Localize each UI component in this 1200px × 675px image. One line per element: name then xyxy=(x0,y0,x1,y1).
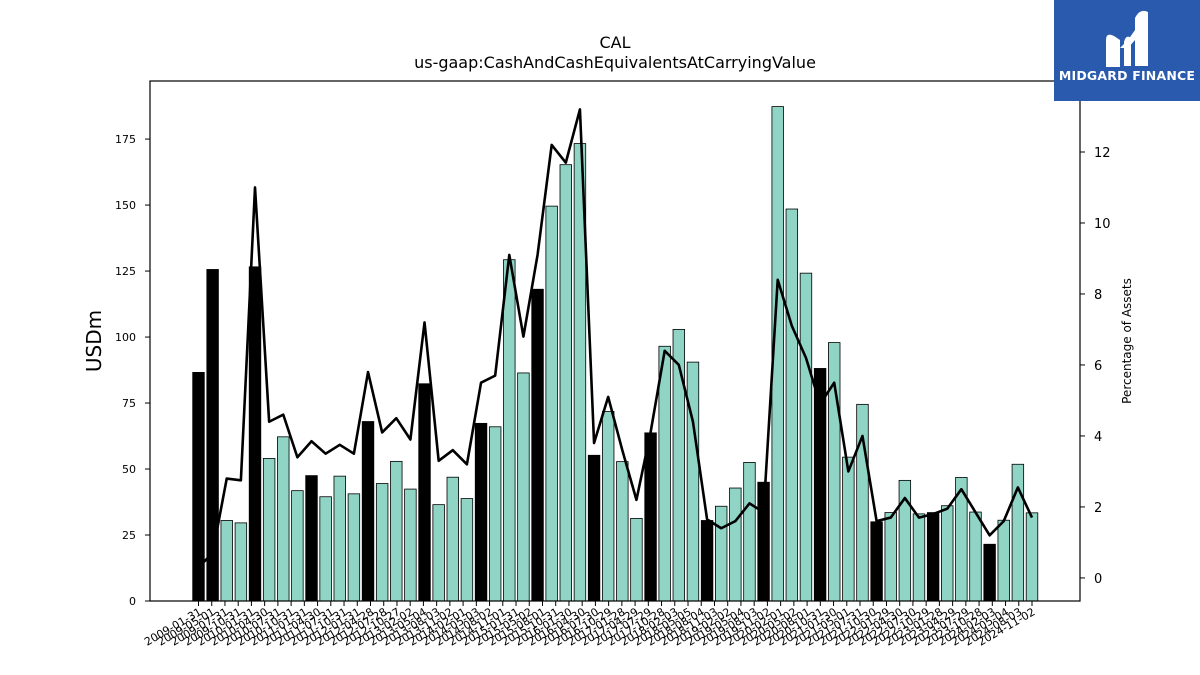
y-tick-label: 50 xyxy=(122,463,136,476)
bar xyxy=(446,476,459,602)
bar xyxy=(941,505,954,602)
bar xyxy=(333,475,346,602)
bar xyxy=(686,361,700,602)
midgard-finance-logo: MIDGARD FINANCE xyxy=(1054,0,1200,101)
y2-tick-label: 8 xyxy=(1094,288,1102,303)
bar-highlighted xyxy=(361,421,375,602)
bar xyxy=(785,208,799,602)
bar xyxy=(912,513,926,602)
bar xyxy=(234,522,248,602)
bar xyxy=(319,496,332,602)
y2-tick-label: 0 xyxy=(1094,572,1102,587)
bar xyxy=(277,436,290,602)
y-tick-label: 0 xyxy=(129,595,136,608)
bar xyxy=(969,511,982,602)
y-tick-label: 175 xyxy=(115,133,136,146)
bar xyxy=(488,426,502,602)
bar-highlighted xyxy=(983,543,996,602)
bar xyxy=(432,504,445,602)
chart-title: CAL xyxy=(599,33,630,52)
bar xyxy=(658,345,671,602)
bar xyxy=(799,272,813,602)
bar xyxy=(828,342,841,602)
y2-tick-label: 12 xyxy=(1094,146,1111,161)
bar xyxy=(729,487,742,602)
bar xyxy=(460,498,474,602)
midgard-m-logo-icon xyxy=(1106,10,1148,67)
y-tick-label: 100 xyxy=(115,331,136,344)
y-tick-label: 150 xyxy=(115,199,136,212)
y2-axis-label: Percentage of Assets xyxy=(1120,278,1134,404)
bar xyxy=(404,488,417,602)
bar xyxy=(884,512,897,602)
bar-highlighted xyxy=(587,454,601,602)
bar xyxy=(1025,512,1039,602)
bar xyxy=(743,462,756,602)
bar-highlighted xyxy=(418,383,431,602)
y-axis-label: USDm xyxy=(82,310,106,372)
y2-tick-label: 2 xyxy=(1094,501,1102,516)
bar xyxy=(616,461,629,602)
bar-highlighted xyxy=(870,521,883,602)
bar-highlighted xyxy=(531,288,544,602)
y2-tick-label: 6 xyxy=(1094,359,1102,374)
bar xyxy=(856,403,869,602)
y-tick-label: 125 xyxy=(115,265,136,278)
bar-highlighted xyxy=(926,512,940,602)
x-axis: 2009-01-312009-05-012009-07-312009-10-31… xyxy=(142,601,1038,649)
bar xyxy=(517,372,530,602)
percentage-line xyxy=(197,108,1034,569)
bar xyxy=(503,259,516,602)
bar xyxy=(347,493,361,602)
bar-series xyxy=(192,106,1039,602)
bar xyxy=(715,505,728,602)
bar xyxy=(262,458,276,602)
bar xyxy=(375,483,389,602)
chart-subtitle: us-gaap:CashAndCashEquivalentsAtCarrying… xyxy=(414,53,816,72)
bar-highlighted xyxy=(700,520,714,602)
y-tick-label: 75 xyxy=(122,397,136,410)
bar xyxy=(1011,463,1025,602)
bar-highlighted xyxy=(248,266,262,602)
bar-highlighted xyxy=(474,422,488,602)
bar xyxy=(630,517,643,602)
logo-text: MIDGARD FINANCE xyxy=(1058,68,1196,83)
bar xyxy=(559,164,572,602)
bar xyxy=(842,456,855,602)
bar xyxy=(220,520,233,602)
y-axis-left: 0 25 50 75 100 125 150 175 xyxy=(115,133,150,608)
y2-tick-label: 4 xyxy=(1094,430,1102,445)
bar-highlighted xyxy=(305,475,318,602)
y-axis-right: 0 2 4 6 8 10 12 xyxy=(1080,146,1111,587)
bar xyxy=(545,205,558,602)
bar xyxy=(291,490,304,602)
line-layer xyxy=(197,108,1034,569)
bar xyxy=(390,460,403,602)
bar xyxy=(997,519,1010,602)
bar xyxy=(601,411,615,602)
y2-tick-label: 10 xyxy=(1094,217,1111,232)
y-tick-label: 25 xyxy=(122,529,136,542)
plot-frame xyxy=(149,80,1081,602)
